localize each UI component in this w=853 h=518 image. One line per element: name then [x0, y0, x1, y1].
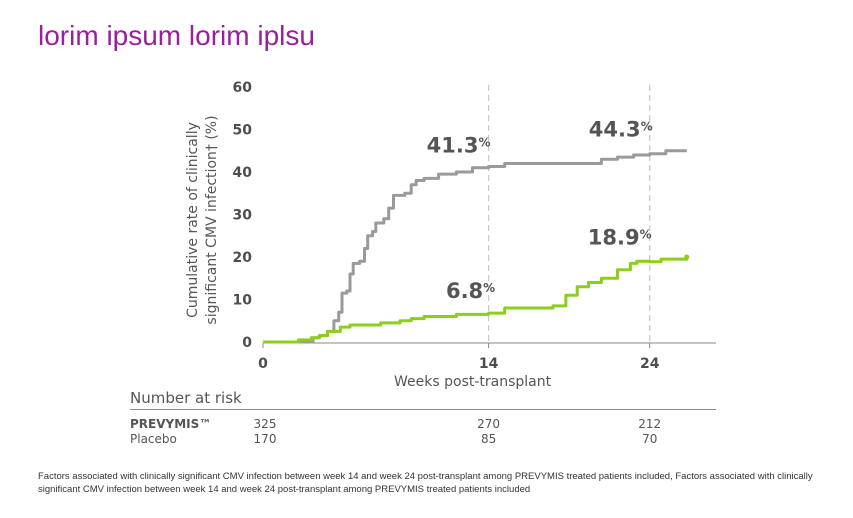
risk-value: 170 — [253, 432, 277, 446]
cmv-infection-chart: Cumulative rate of clinically significant… — [185, 80, 716, 390]
annotations-group: 41.3% 44.3% 6.8% 18.9% — [427, 118, 653, 303]
y-tick-label: 50 — [233, 123, 253, 139]
x-tick-label: 24 — [640, 356, 660, 372]
y-axis-ticks: 0 10 20 30 40 50 60 — [233, 80, 253, 351]
green-series-line — [263, 257, 689, 344]
reference-lines — [487, 85, 651, 342]
y-axis-label-line: Cumulative rate of clinically — [185, 122, 201, 318]
risk-value: 212 — [638, 417, 662, 431]
risk-table: Number at risk PREVYMIS™ 325 270 212 Pla… — [130, 389, 716, 447]
risk-value: 70 — [642, 432, 658, 446]
y-tick-label: 60 — [233, 80, 253, 96]
risk-row-label: Placebo — [130, 432, 177, 446]
risk-value: 325 — [253, 417, 277, 431]
y-tick-label: 0 — [242, 335, 252, 351]
y-axis-label: Cumulative rate of clinically significant… — [185, 115, 220, 324]
y-tick-label: 30 — [233, 208, 253, 224]
risk-value: 270 — [477, 417, 501, 431]
value-annotation: 6.8% — [446, 279, 495, 303]
risk-row-prevymis: PREVYMIS™ 325 270 212 — [130, 417, 716, 432]
x-axis-label: Weeks post-transplant — [394, 374, 552, 390]
risk-value: 85 — [480, 432, 497, 446]
y-tick-label: 40 — [233, 165, 253, 181]
series-group — [263, 149, 690, 344]
x-tick-label: 14 — [479, 356, 499, 372]
y-tick-label: 20 — [233, 250, 253, 266]
value-annotation: 41.3% — [427, 133, 491, 157]
y-axis-label-line: significant CMV infection† (%) — [204, 115, 220, 324]
value-annotation: 44.3% — [589, 118, 653, 142]
y-tick-label: 10 — [233, 293, 253, 309]
gray-series-line — [263, 149, 687, 344]
green-series-endpoint — [684, 254, 690, 260]
risk-row-placebo: Placebo 170 85 70 — [130, 432, 716, 447]
footnote: Factors associated with clinically signi… — [38, 471, 813, 495]
x-axis-ticks: 0 14 24 — [258, 343, 660, 372]
risk-row-label: PREVYMIS™ — [130, 417, 212, 431]
slide-title: lorim ipsum lorim iplsu — [38, 20, 315, 51]
x-tick-label: 0 — [258, 356, 268, 372]
value-annotation: 18.9% — [588, 226, 652, 250]
risk-table-header: Number at risk — [130, 389, 716, 410]
